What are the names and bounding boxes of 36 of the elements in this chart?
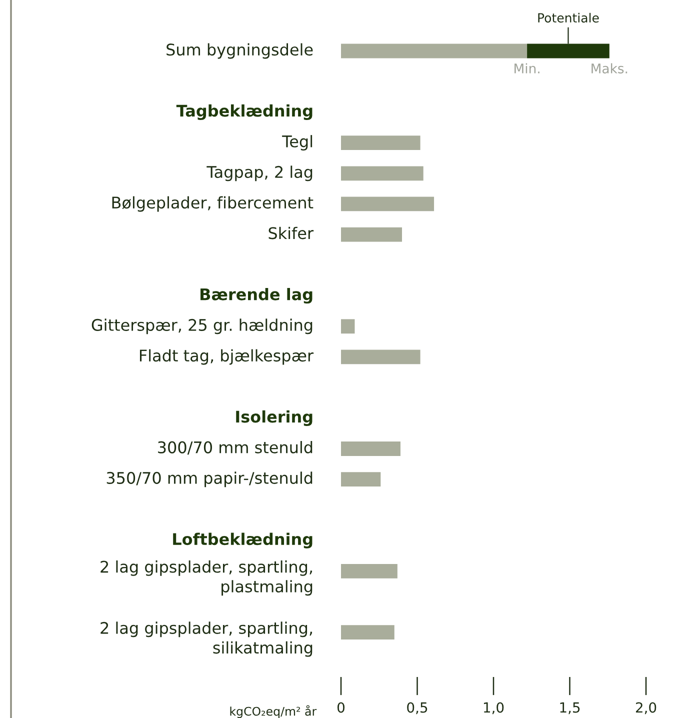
bar [341,166,424,181]
y-tick-label: 2 lag gipsplader, spartling, plastmaling [100,560,312,596]
bar [341,625,394,640]
y-tick-label: Loftbeklædning [173,532,312,548]
x-tick-label: 0,5 [407,702,428,714]
bar [527,44,610,58]
y-tick-label: Tagbeklædning [176,104,312,120]
x-tick-label: 0 [337,702,344,713]
x-tick-label: 2,0 [636,702,656,714]
y-tick-label: Fladt tag, bjælkespær [140,349,314,365]
x-tick-label: 1,5 [560,702,580,714]
x-axis-title: kgCO₂eq/m² år [230,705,317,718]
y-tick-label: Skifer [268,226,314,240]
series-label: Potentiale [538,12,599,23]
annotation: Maks. [592,63,628,74]
y-tick-label: Tegl [282,135,312,151]
bar [341,442,400,456]
bar [341,564,398,578]
bar [341,136,420,150]
y-tick-label: Gitterspær, 25 gr. hældning [92,318,312,334]
y-tick-label: 2 lag gipsplader, spartling, silikatmaling [100,622,312,657]
y-tick-label: Isolering [236,410,312,426]
bar [341,350,420,364]
y-tick-label: Tagpap, 2 lag [206,166,312,182]
bar [341,472,381,487]
annotation: Min. [514,63,540,74]
bar [341,196,434,212]
bar [341,227,402,242]
bar [341,319,355,334]
bar [341,44,528,58]
y-tick-label: Sum bygningsdele [166,43,313,59]
y-tick-label: 350/70 mm papir-/stenuld [106,472,312,488]
x-tick-label: 1,0 [484,702,504,714]
y-tick-label: Bølgeplader, fibercement [112,196,314,212]
y-tick-label: 300/70 mm stenuld [158,441,312,455]
y-tick-label: Bærende lag [200,288,312,304]
